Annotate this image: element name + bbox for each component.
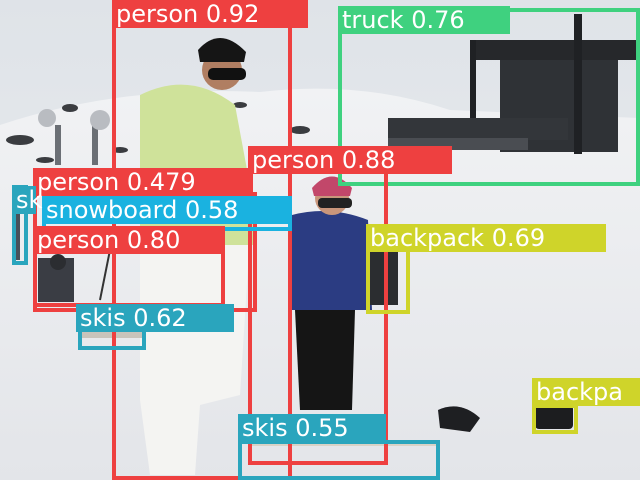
detection-label-sk: sk (12, 186, 42, 214)
detection-class: person (37, 226, 120, 254)
snow-cannon (38, 109, 110, 165)
child-skier (248, 176, 438, 446)
detection-box-backpack (366, 248, 410, 314)
detection-class: sk (16, 186, 43, 214)
detection-class: backpa (536, 378, 623, 406)
detection-score: 0.76 (411, 6, 465, 34)
detection-class: backpack (370, 224, 485, 252)
detection-score: 0.479 (126, 168, 196, 196)
detection-label-snowboard: snowboard 0.58 (42, 196, 292, 224)
detection-label-backpa: backpa (532, 378, 640, 406)
detection-box-skis (238, 440, 440, 480)
detection-label-truck: truck 0.76 (338, 6, 510, 34)
detection-class: person (252, 146, 335, 174)
detection-class: skis (242, 414, 288, 442)
detection-class: person (116, 0, 199, 28)
detection-score: 0.92 (205, 0, 260, 28)
detection-label-skis: skis 0.55 (238, 414, 386, 442)
detection-score: 0.88 (341, 146, 396, 174)
detection-class: truck (342, 6, 404, 34)
detection-score: 0.69 (491, 224, 546, 252)
detection-label-backpack: backpack 0.69 (366, 224, 606, 252)
distant-skier (38, 249, 111, 302)
detection-label-person: person 0.88 (248, 146, 452, 174)
detection-score: 0.80 (126, 226, 181, 254)
detection-class: skis (80, 304, 126, 332)
detection-class: person (37, 168, 120, 196)
detection-label-person: person 0.80 (33, 226, 225, 254)
detection-box-backpa (532, 404, 578, 434)
detection-score: 0.62 (133, 304, 187, 332)
detection-label-person: person 0.92 (112, 0, 308, 28)
detection-score: 0.58 (184, 196, 239, 224)
detection-label-skis: skis 0.62 (76, 304, 234, 332)
detection-label-person: person 0.479 (33, 168, 253, 196)
detection-class: snowboard (46, 196, 178, 224)
detection-score: 0.55 (295, 414, 349, 442)
